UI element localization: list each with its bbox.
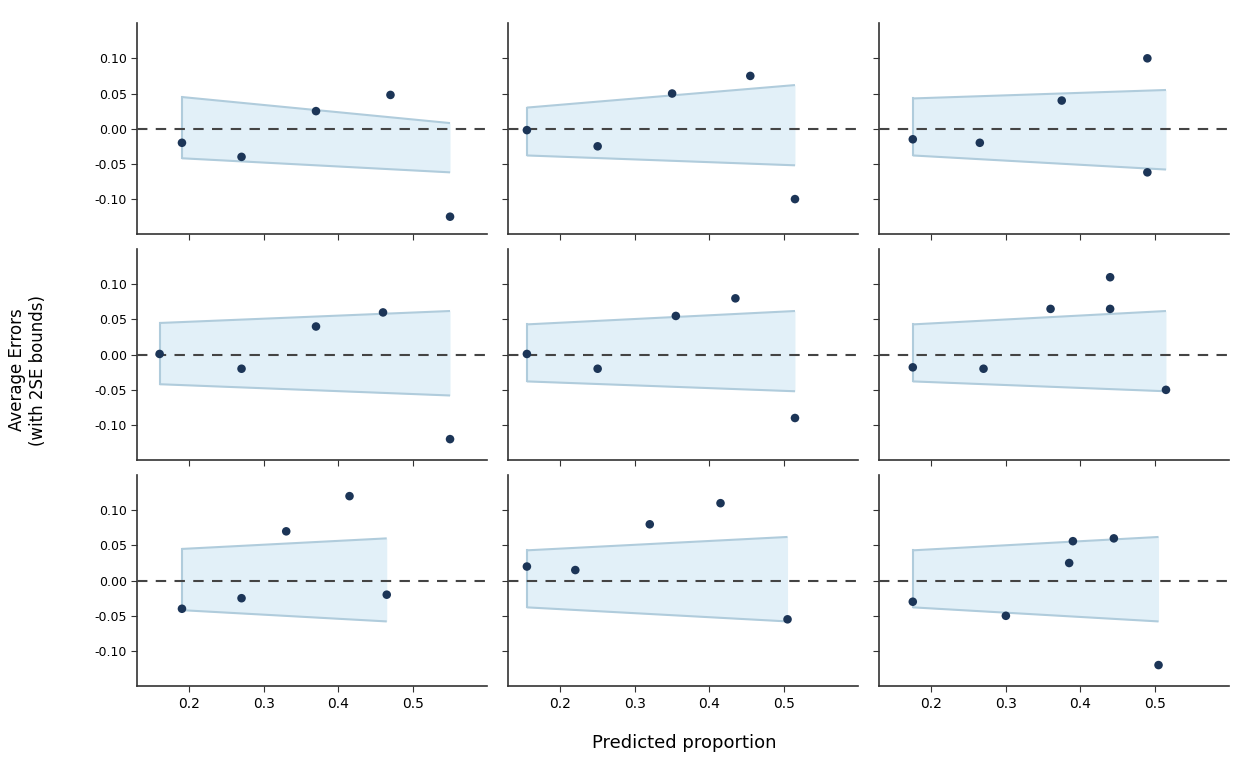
Point	[276, 525, 296, 537]
Point	[232, 150, 252, 163]
Point	[740, 69, 760, 82]
Point	[517, 348, 537, 360]
Point	[1156, 384, 1176, 396]
Point	[970, 136, 990, 149]
Point	[588, 140, 608, 153]
Point	[517, 561, 537, 573]
Point	[1104, 532, 1124, 544]
Point	[973, 362, 993, 375]
Point	[1101, 271, 1121, 284]
Point	[1063, 535, 1083, 547]
Point	[902, 133, 922, 146]
Point	[902, 595, 922, 608]
Point	[306, 320, 326, 332]
Point	[710, 497, 730, 510]
Point	[640, 518, 660, 530]
Point	[663, 87, 683, 99]
Point	[1148, 659, 1168, 672]
Point	[1060, 557, 1080, 569]
Point	[441, 210, 461, 223]
Point	[232, 592, 252, 604]
Point	[902, 361, 922, 373]
Text: Average Errors
(with 2SE bounds): Average Errors (with 2SE bounds)	[7, 295, 47, 446]
Point	[517, 124, 537, 136]
Point	[996, 610, 1016, 622]
Point	[1041, 303, 1061, 315]
Point	[785, 193, 805, 205]
Point	[232, 362, 252, 375]
Point	[306, 105, 326, 117]
Point	[1101, 303, 1121, 315]
Point	[588, 362, 608, 375]
Point	[565, 564, 585, 576]
Point	[725, 292, 745, 305]
Point	[172, 136, 192, 149]
Point	[666, 310, 686, 322]
Point	[441, 433, 461, 446]
Point	[778, 613, 797, 625]
Point	[381, 89, 401, 101]
Point	[1052, 94, 1072, 106]
Point	[172, 603, 192, 615]
Point	[150, 348, 170, 360]
Text: Predicted proportion: Predicted proportion	[592, 734, 776, 752]
Point	[1137, 167, 1157, 179]
Point	[373, 306, 393, 318]
Point	[785, 412, 805, 424]
Point	[377, 588, 397, 601]
Point	[339, 490, 359, 503]
Point	[1137, 52, 1157, 65]
